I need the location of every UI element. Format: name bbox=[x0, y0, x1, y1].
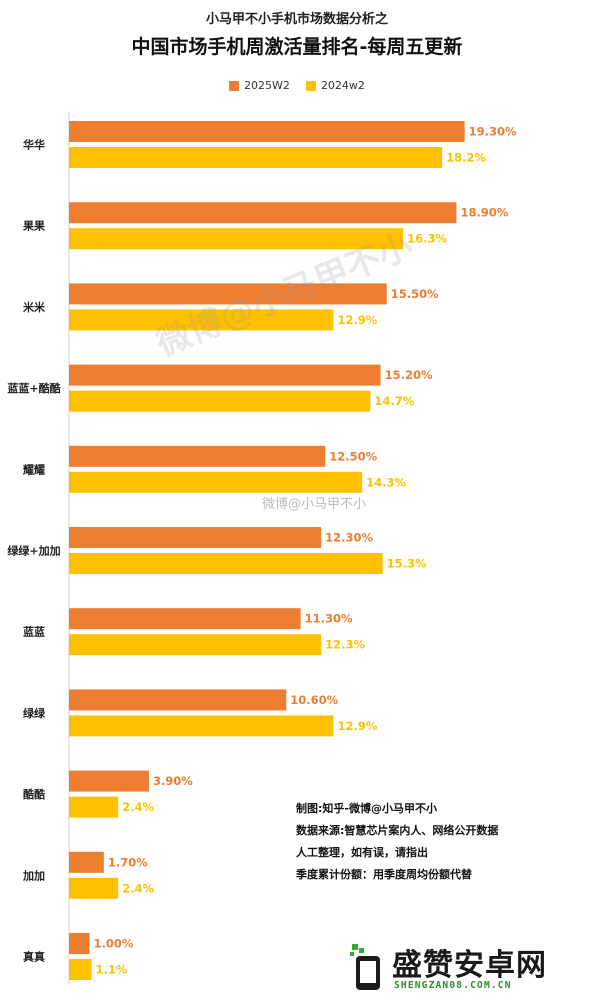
chart-legend: 2025W2 2024w2 bbox=[0, 79, 594, 92]
bar-2025w2 bbox=[69, 283, 387, 305]
bar-2024w2 bbox=[69, 634, 322, 656]
data-label: 12.9% bbox=[337, 719, 377, 733]
category-label: 绿绿+加加 bbox=[7, 544, 60, 558]
data-label: 1.00% bbox=[94, 937, 134, 951]
data-label: 14.7% bbox=[374, 394, 414, 408]
legend-label-2024: 2024w2 bbox=[320, 79, 365, 92]
data-label: 11.30% bbox=[305, 612, 353, 626]
data-label: 15.3% bbox=[387, 557, 427, 571]
data-label: 3.90% bbox=[153, 774, 193, 788]
phone-icon bbox=[350, 944, 380, 990]
data-label: 16.3% bbox=[407, 232, 447, 246]
data-label: 18.2% bbox=[446, 151, 486, 165]
bar-2024w2 bbox=[69, 147, 443, 168]
legend-item-2025: 2025W2 bbox=[229, 79, 290, 92]
category-label: 加加 bbox=[22, 868, 45, 882]
category-label: 果果 bbox=[22, 220, 45, 233]
chart-supertitle: 小马甲不小手机市场数据分析之 bbox=[205, 12, 388, 27]
bar-2024w2 bbox=[69, 959, 92, 980]
bar-2024w2 bbox=[69, 228, 404, 250]
data-label: 2.4% bbox=[122, 881, 154, 895]
category-label: 耀耀 bbox=[23, 462, 45, 476]
category-label: 真真 bbox=[23, 950, 45, 964]
category-label: 蓝蓝+酷酷 bbox=[7, 381, 60, 395]
bar-2025w2 bbox=[69, 689, 287, 711]
data-label: 12.3% bbox=[325, 638, 365, 652]
data-label: 12.50% bbox=[329, 449, 377, 463]
data-label: 1.70% bbox=[108, 855, 148, 869]
watermark-small: 微博@小马甲不小 bbox=[262, 497, 367, 512]
data-label: 12.9% bbox=[337, 313, 377, 327]
bar-2024w2 bbox=[69, 715, 334, 737]
legend-label-2025: 2025W2 bbox=[244, 79, 290, 92]
note-line: 人工整理，如有误，请指出 bbox=[296, 846, 428, 859]
data-label: 18.90% bbox=[460, 206, 508, 220]
data-label: 12.30% bbox=[325, 531, 373, 545]
bar-2024w2 bbox=[69, 390, 371, 412]
category-label: 米米 bbox=[22, 300, 46, 314]
note-line: 季度累计份额：用季度周均份额代替 bbox=[296, 868, 472, 881]
brand-name: 盛赞安卓网 bbox=[392, 948, 547, 983]
data-label: 10.60% bbox=[290, 693, 338, 707]
bar-2025w2 bbox=[69, 202, 457, 224]
bar-2025w2 bbox=[69, 121, 465, 142]
brand-logo: 盛赞安卓网 SHENGZAN08.COM.CN bbox=[348, 938, 588, 996]
legend-swatch-2025 bbox=[229, 80, 240, 91]
brand-url: SHENGZAN08.COM.CN bbox=[394, 980, 512, 991]
data-label: 15.20% bbox=[385, 368, 433, 382]
data-label: 19.30% bbox=[469, 125, 517, 139]
category-label: 绿绿 bbox=[23, 706, 46, 720]
bar-2024w2 bbox=[69, 553, 383, 574]
legend-swatch-2024 bbox=[305, 80, 316, 91]
bar-2025w2 bbox=[69, 445, 326, 467]
chart-notes: 制图:知乎-微博@小马甲不小 数据来源:智慧芯片案内人、网络公开数据 人工整理，… bbox=[296, 798, 586, 886]
legend-item-2024: 2024w2 bbox=[305, 79, 365, 92]
note-line: 数据来源:智慧芯片案内人、网络公开数据 bbox=[296, 824, 499, 837]
category-label: 华华 bbox=[23, 138, 45, 152]
data-label: 2.4% bbox=[122, 800, 154, 814]
category-label: 蓝蓝 bbox=[23, 625, 45, 639]
bar-2025w2 bbox=[69, 527, 322, 548]
bar-2025w2 bbox=[69, 364, 381, 386]
bar-2025w2 bbox=[69, 851, 104, 873]
data-label: 14.3% bbox=[366, 475, 406, 489]
bar-2024w2 bbox=[69, 796, 119, 818]
data-label: 1.1% bbox=[96, 963, 128, 977]
bar-2025w2 bbox=[69, 933, 90, 954]
bar-2024w2 bbox=[69, 877, 119, 899]
note-line: 制图:知乎-微博@小马甲不小 bbox=[296, 802, 437, 815]
bar-2024w2 bbox=[69, 471, 363, 493]
category-label: 酷酷 bbox=[23, 787, 45, 801]
bar-2025w2 bbox=[69, 608, 301, 630]
chart-title: 中国市场手机周激活量排名-每周五更新 bbox=[131, 36, 463, 58]
bar-2025w2 bbox=[69, 770, 149, 792]
data-label: 15.50% bbox=[391, 287, 439, 301]
bar-2024w2 bbox=[69, 309, 334, 331]
